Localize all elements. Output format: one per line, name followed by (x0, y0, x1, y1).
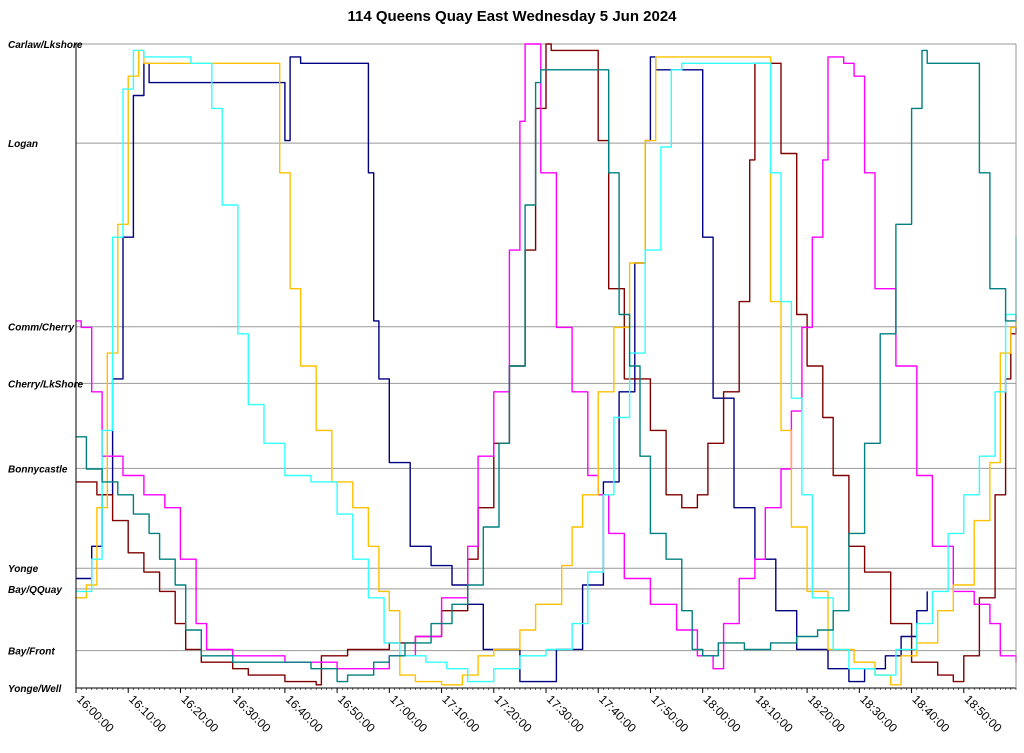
series-line-2 (76, 43, 1017, 670)
x-tick-label: 18:20:00 (805, 692, 848, 735)
x-tick-label: 18:50:00 (962, 692, 1005, 735)
x-tick-label: 17:10:00 (439, 692, 482, 735)
y-tick-label: Bonnycastle (8, 464, 68, 475)
x-tick-label: 18:00:00 (701, 692, 744, 735)
x-tick-label: 17:20:00 (492, 692, 535, 735)
grid-lines (76, 43, 1016, 689)
x-tick-label: 16:10:00 (126, 692, 169, 735)
y-tick-label: Cherry/LkShore (8, 379, 83, 390)
x-tick-label: 17:40:00 (596, 692, 639, 735)
y-tick-label: Logan (8, 139, 38, 150)
x-tick-label: 16:20:00 (178, 692, 221, 735)
series-line-4 (76, 49, 1017, 683)
y-tick-label: Bay/Front (8, 647, 55, 658)
x-tick-label: 16:40:00 (283, 692, 326, 735)
x-tick-label: 16:30:00 (231, 692, 274, 735)
series-line-3 (76, 49, 1017, 686)
x-tick-label: 16:50:00 (335, 692, 378, 735)
y-axis-labels: Yonge/Well Bay/Front Bay/QQuay Yonge Bonnyca… (8, 40, 83, 695)
y-tick-label: Yonge/Well (8, 684, 62, 695)
x-tick-label: 18:30:00 (857, 692, 900, 735)
y-tick-label: Carlaw/Lkshore (8, 40, 83, 51)
x-tick-label: 18:10:00 (753, 692, 796, 735)
series-line-5 (76, 49, 1017, 683)
series-lines (76, 43, 1017, 686)
axes (75, 44, 1017, 693)
x-tick-label: 17:50:00 (648, 692, 691, 735)
series-line-0 (76, 56, 928, 683)
x-tick-label: 18:40:00 (909, 692, 952, 735)
x-tick-label: 16:00:00 (74, 692, 117, 735)
chart-title: 114 Queens Quay East Wednesday 5 Jun 202… (347, 8, 677, 25)
series-line-1 (76, 43, 1017, 686)
y-tick-label: Bay/QQuay (8, 585, 62, 596)
x-tick-label: 17:30:00 (544, 692, 587, 735)
y-tick-label: Comm/Cherry (8, 323, 75, 334)
y-tick-label: Yonge (8, 564, 39, 575)
x-tick-label: 17:00:00 (387, 692, 430, 735)
x-axis-labels: 16:00:00 16:10:00 16:20:00 16:30:00 16:40:00… (74, 692, 1005, 735)
